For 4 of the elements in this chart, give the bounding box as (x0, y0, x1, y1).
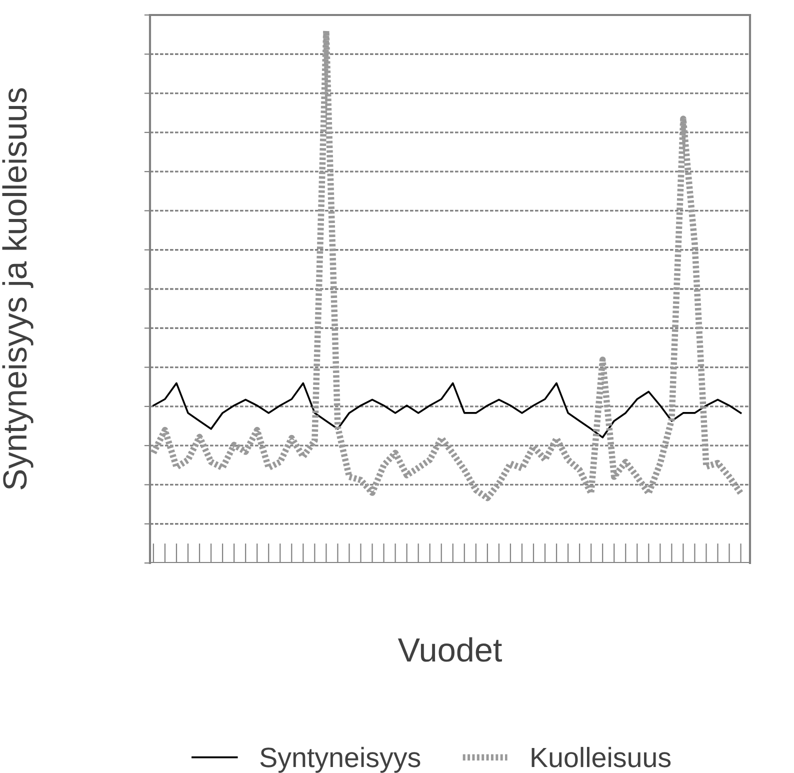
legend-label: Kuolleisuus (532, 746, 671, 768)
x-axis-title: Vuodet (398, 637, 502, 662)
y-axis-title: Syntyneisyys ja kuolleisuus (2, 88, 34, 490)
legend-label: Syntyneisyys (260, 746, 420, 773)
